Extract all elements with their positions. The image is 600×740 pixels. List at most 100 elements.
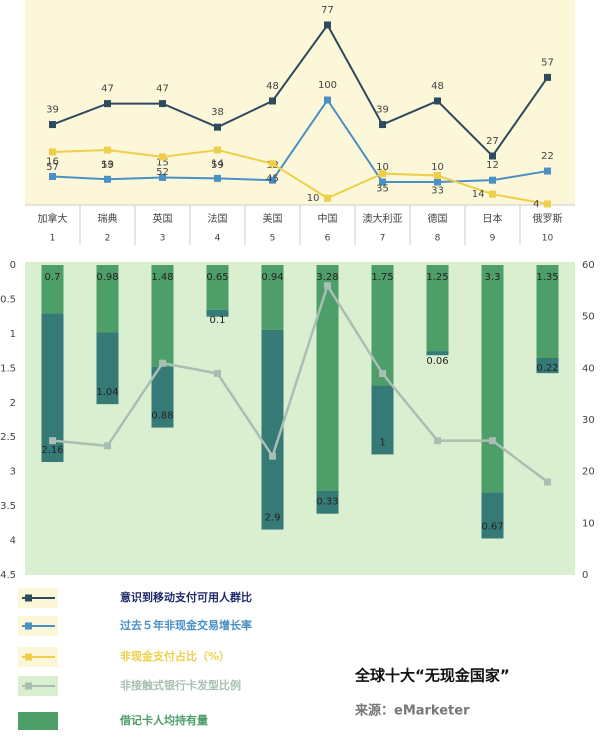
category-label: 法国 xyxy=(208,212,228,225)
value-label: 45 xyxy=(266,174,279,185)
value-label: 0.22 xyxy=(536,363,558,374)
source: 来源：eMarketer xyxy=(354,703,470,719)
point xyxy=(269,452,276,460)
line xyxy=(52,23,549,158)
point xyxy=(104,146,111,154)
point xyxy=(434,172,441,180)
y-tick-label: 1 xyxy=(10,329,16,340)
y-tick-label: 3.5 xyxy=(0,501,16,512)
category-label: 德国 xyxy=(428,212,448,225)
point xyxy=(269,160,276,168)
rank-label: 4 xyxy=(215,234,221,244)
y-tick-label: 2.5 xyxy=(0,432,16,443)
legend-marker xyxy=(25,622,32,630)
point xyxy=(544,200,551,208)
value-label: 10 xyxy=(307,193,320,204)
bar-segment xyxy=(371,385,394,455)
point xyxy=(214,146,221,154)
bar-segment xyxy=(151,366,174,428)
point xyxy=(49,437,56,445)
bar-segment xyxy=(151,265,174,367)
point xyxy=(544,73,551,81)
value-label: 57 xyxy=(541,57,554,68)
point xyxy=(379,178,386,186)
value-label: 10 xyxy=(431,162,444,173)
value-label: 0.1 xyxy=(210,315,226,326)
point xyxy=(324,96,331,104)
bar-segment xyxy=(536,358,559,374)
bar-segment xyxy=(426,265,449,352)
value-label: 15 xyxy=(156,157,169,168)
value-label: 47 xyxy=(101,84,114,95)
value-label: 39 xyxy=(46,105,59,116)
bar-segment xyxy=(316,265,339,491)
legend-label: 借记卡人均持有量 xyxy=(119,713,208,727)
rank-label: 7 xyxy=(380,234,386,244)
y2-tick-label: 20 xyxy=(582,467,595,478)
point xyxy=(104,100,111,108)
y-tick-label: 2 xyxy=(10,398,16,409)
value-label: 2.9 xyxy=(265,513,281,524)
value-label: 59 xyxy=(101,160,114,171)
y2-tick-label: 0 xyxy=(582,570,588,581)
y-tick-label: 1.5 xyxy=(0,363,16,374)
value-label: 35 xyxy=(376,184,389,195)
value-label: 0.7 xyxy=(45,272,61,283)
legend-label: 意识到移动支付可用人群比 xyxy=(120,590,252,604)
category-label: 澳大利亚 xyxy=(363,212,403,225)
value-label: 48 xyxy=(431,81,444,92)
category-label: 日本 xyxy=(483,212,503,225)
point xyxy=(104,175,111,183)
value-label: 0.67 xyxy=(481,521,503,532)
value-label: 1.48 xyxy=(151,272,173,283)
point xyxy=(434,437,441,445)
point xyxy=(324,21,331,29)
y-tick-label: 0 xyxy=(10,260,16,271)
legend-marker xyxy=(25,594,32,602)
legend-box xyxy=(18,712,58,730)
top-panel xyxy=(25,0,575,205)
line xyxy=(52,98,548,183)
bar-segment xyxy=(261,329,284,530)
y2-tick-label: 10 xyxy=(582,518,595,529)
point xyxy=(379,121,386,129)
value-label: 1.35 xyxy=(536,272,558,283)
category-label: 英国 xyxy=(153,212,173,225)
bar-segment xyxy=(371,265,394,386)
point xyxy=(489,437,496,445)
point xyxy=(544,478,551,486)
value-label: 100 xyxy=(318,80,337,91)
category-label: 俄罗斯 xyxy=(533,212,563,225)
value-label: 1.75 xyxy=(371,272,393,283)
value-label: 0.33 xyxy=(316,497,338,508)
value-label: 77 xyxy=(321,5,334,16)
point xyxy=(379,370,386,377)
point xyxy=(489,190,496,198)
value-label: 0.65 xyxy=(206,272,228,283)
value-label: 48 xyxy=(266,81,279,92)
rank-label: 9 xyxy=(490,234,496,244)
bar-segment xyxy=(41,265,64,314)
value-label: 4 xyxy=(533,199,539,210)
legend-marker xyxy=(25,653,32,661)
category-label: 加拿大 xyxy=(38,212,68,225)
value-label: 2.16 xyxy=(41,445,63,456)
point xyxy=(434,178,441,186)
point xyxy=(214,370,221,377)
bar-segment xyxy=(536,265,559,358)
bar-segment xyxy=(426,351,449,356)
bar-segment xyxy=(96,332,119,405)
point xyxy=(159,100,166,108)
bar-segment xyxy=(481,265,504,493)
rank-label: 3 xyxy=(160,234,166,244)
value-label: 27 xyxy=(486,136,499,147)
point xyxy=(489,152,496,160)
point xyxy=(434,97,441,105)
category-label: 美国 xyxy=(263,212,283,225)
rank-label: 1 xyxy=(50,234,56,244)
bar-segment xyxy=(261,265,284,330)
value-label: 59 xyxy=(211,160,224,171)
point xyxy=(159,153,166,161)
rank-label: 2 xyxy=(105,234,111,244)
